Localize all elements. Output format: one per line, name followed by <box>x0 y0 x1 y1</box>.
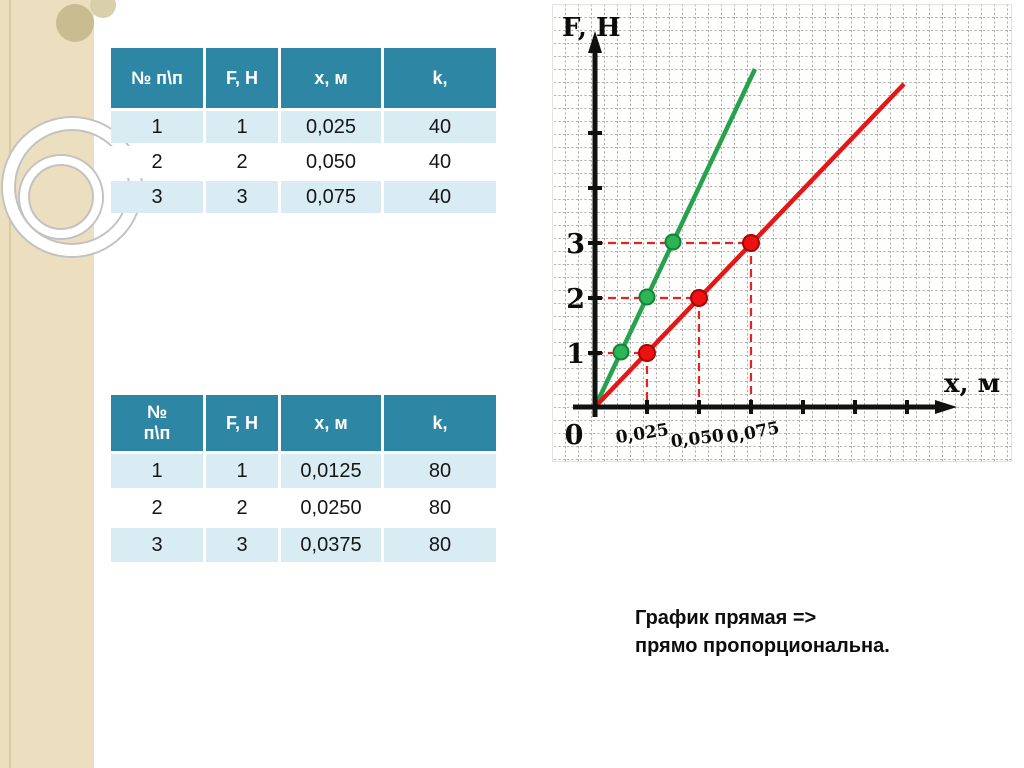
col-header-extension: x, м <box>281 48 381 108</box>
table-cell: 80 <box>384 528 496 562</box>
table-cell: 40 <box>384 146 496 178</box>
graph-grid <box>553 5 1011 461</box>
chart-svg: F, H x, м 0 1 2 3 0,025 0,050 0,075 <box>552 4 1012 462</box>
table-cell: 0,050 <box>281 146 381 178</box>
y-tick-label: 2 <box>566 284 585 315</box>
col-header-extension: x, м <box>281 395 381 451</box>
table-cell: 40 <box>384 111 496 143</box>
origin-label: 0 <box>565 420 584 451</box>
table-cell: 0,025 <box>281 111 381 143</box>
table-cell: 1 <box>206 454 278 488</box>
table-row: 1 1 0,0125 80 <box>111 454 496 488</box>
table-cell: 0,0125 <box>281 454 381 488</box>
table-cell: 2 <box>111 491 203 525</box>
col-header-stiffness: k, <box>384 48 496 108</box>
table-cell: 2 <box>111 146 203 178</box>
y-axis-arrow-icon <box>588 31 602 53</box>
red-data-points <box>638 234 760 362</box>
table-row: 1 1 0,025 40 <box>111 111 496 143</box>
table-row: 2 2 0,050 40 <box>111 146 496 178</box>
table-cell: 2 <box>206 146 278 178</box>
decorative-circle-icon <box>56 4 94 42</box>
col-header-stiffness: k, <box>384 395 496 451</box>
col-header-number: № п\п <box>111 48 203 108</box>
table-cell: 1 <box>111 454 203 488</box>
conclusion-text: График прямая => прямо пропорциональна. <box>635 604 975 660</box>
axes <box>573 50 938 417</box>
x-axis-arrow-icon <box>935 400 957 414</box>
decorative-side-band <box>0 0 94 768</box>
table-cell: 40 <box>384 181 496 213</box>
y-tick-label: 1 <box>566 339 585 370</box>
col-header-force: F, H <box>206 395 278 451</box>
conclusion-line-1: График прямая => <box>635 607 817 629</box>
table-cell: 0,0375 <box>281 528 381 562</box>
decorative-circle-icon <box>90 0 116 18</box>
data-table-k80: № п\п F, H x, м k, 1 1 0,0125 80 2 2 0,0… <box>108 392 499 565</box>
y-axis-title: F, H <box>562 13 621 43</box>
col-header-force: F, H <box>206 48 278 108</box>
band-accent-line <box>9 0 11 768</box>
table-cell: 3 <box>111 181 203 213</box>
table-row: 2 2 0,0250 80 <box>111 491 496 525</box>
table-row: 3 3 0,0375 80 <box>111 528 496 562</box>
table-cell: 1 <box>111 111 203 143</box>
table-cell: 3 <box>206 528 278 562</box>
axis-ticks <box>588 131 909 414</box>
force-extension-chart: F, H x, м 0 1 2 3 0,025 0,050 0,075 <box>552 4 1012 466</box>
table-cell: 0,075 <box>281 181 381 213</box>
decorative-ring-icon <box>20 156 102 238</box>
table-header-row: № п\п F, H x, м k, <box>111 48 496 108</box>
green-data-points <box>612 233 682 361</box>
table-cell: 80 <box>384 454 496 488</box>
table-cell: 2 <box>206 491 278 525</box>
table-cell: 80 <box>384 491 496 525</box>
table-cell: 3 <box>206 181 278 213</box>
conclusion-line-2: прямо пропорциональна. <box>635 635 890 657</box>
col-header-number: № п\п <box>111 395 203 451</box>
table-cell: 3 <box>111 528 203 562</box>
table-cell: 1 <box>206 111 278 143</box>
y-tick-label: 3 <box>566 229 585 260</box>
data-table-k40: № п\п F, H x, м k, 1 1 0,025 40 2 2 0,05… <box>108 45 499 216</box>
table-header-row: № п\п F, H x, м k, <box>111 395 496 451</box>
table-cell: 0,0250 <box>281 491 381 525</box>
x-axis-title: x, м <box>944 369 1000 399</box>
table-row: 3 3 0,075 40 <box>111 181 496 213</box>
